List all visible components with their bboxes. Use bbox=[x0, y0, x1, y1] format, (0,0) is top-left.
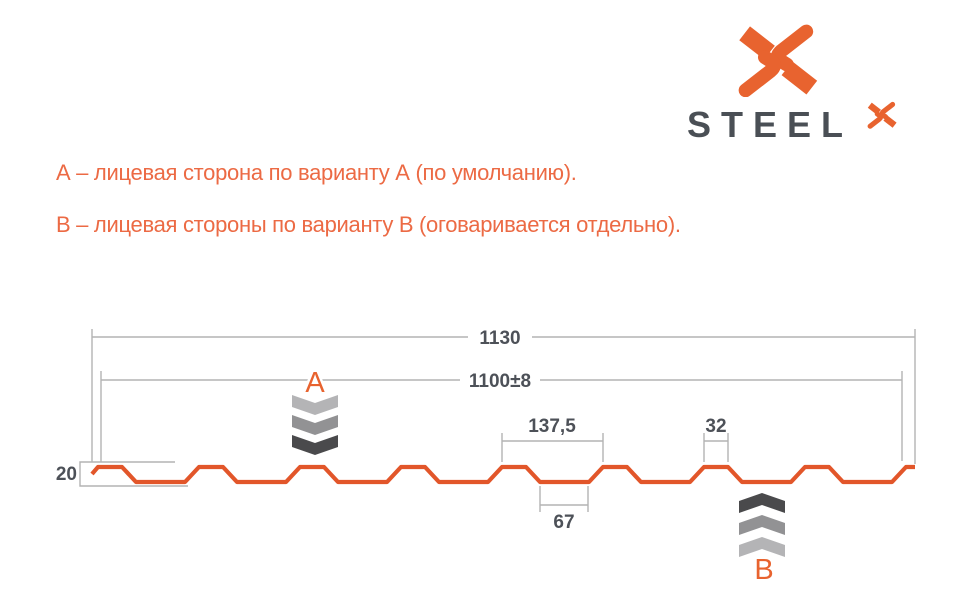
dim-label-rib-top: 32 bbox=[705, 416, 726, 437]
dim-label-rib-bottom: 67 bbox=[553, 512, 574, 533]
dim-cover-width: 1100±8 bbox=[100, 371, 903, 462]
dim-rib-pitch: 137,5 bbox=[501, 416, 604, 462]
chevron-up-icon bbox=[739, 537, 785, 557]
sheet-profile-line bbox=[90, 464, 915, 485]
dim-overall-width: 1130 bbox=[91, 328, 916, 464]
dim-rib-bottom: 67 bbox=[539, 486, 589, 533]
side-a-marker: A bbox=[292, 365, 338, 455]
chevron-down-icon bbox=[292, 395, 338, 415]
chevron-up-icon bbox=[739, 515, 785, 535]
chevron-down-icon bbox=[292, 435, 338, 455]
dim-label-cover-width: 1100±8 bbox=[469, 371, 531, 392]
side-b-label: B bbox=[754, 554, 773, 586]
dim-profile-height: 20 bbox=[56, 461, 188, 487]
dim-rib-top: 32 bbox=[703, 416, 729, 462]
dim-label-overall-width: 1130 bbox=[479, 328, 520, 349]
caption-line-b: В – лицевая стороны по варианту В (огова… bbox=[56, 212, 681, 237]
side-a-label: A bbox=[305, 367, 325, 399]
dim-label-rib-pitch: 137,5 bbox=[528, 416, 576, 437]
dim-label-profile-height: 20 bbox=[56, 464, 77, 485]
chevron-up-icon bbox=[739, 493, 785, 513]
side-b-marker: B bbox=[739, 493, 785, 589]
caption-line-a: А – лицевая сторона по варианту А (по ум… bbox=[56, 160, 577, 185]
brand-wordmark: STEEL bbox=[687, 104, 854, 145]
chevron-down-icon bbox=[292, 415, 338, 435]
